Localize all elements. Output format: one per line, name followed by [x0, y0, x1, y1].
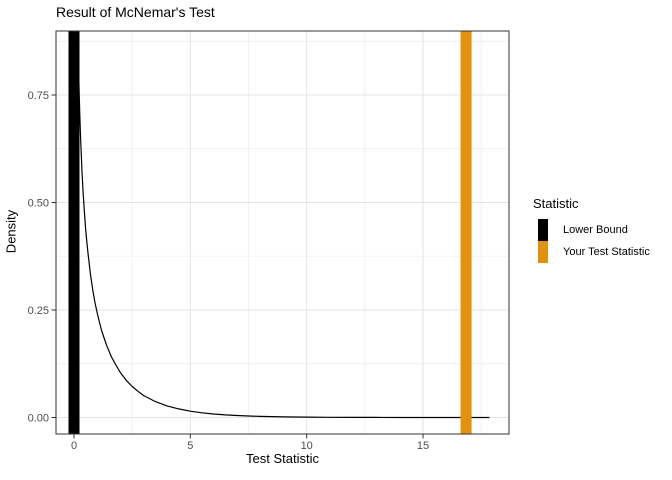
x-tick-label: 15 [417, 440, 429, 452]
y-axis-title: Density [3, 209, 19, 254]
test-statistic-bar [460, 31, 472, 434]
y-tick-label: 0.75 [28, 90, 49, 102]
lower-bound-bar [68, 31, 80, 434]
legend-label: Your Test Statistic [563, 246, 650, 258]
plot-title: Result of McNemar's Test [56, 4, 215, 20]
x-tick-label: 0 [71, 440, 77, 452]
panel-border [55, 30, 510, 435]
y-tick-label: 0.25 [28, 305, 49, 317]
legend-items: Lower Bound Your Test Statistic [532, 219, 672, 263]
legend-label: Lower Bound [563, 224, 628, 236]
x-tick-label: 5 [187, 440, 193, 452]
x-tick-label: 10 [301, 440, 313, 452]
x-axis-title: Test Statistic [246, 451, 319, 466]
legend-swatch [538, 219, 548, 241]
legend-swatch [538, 241, 548, 263]
legend-title: Statistic [533, 196, 579, 211]
legend: Statistic Lower Bound Your Test Statistic [532, 196, 672, 263]
y-tick-label: 0.50 [28, 198, 49, 210]
y-tick-label: 0.00 [28, 413, 49, 425]
legend-item: Lower Bound [532, 219, 672, 241]
legend-item: Your Test Statistic [532, 241, 672, 263]
density-curve [77, 31, 490, 419]
